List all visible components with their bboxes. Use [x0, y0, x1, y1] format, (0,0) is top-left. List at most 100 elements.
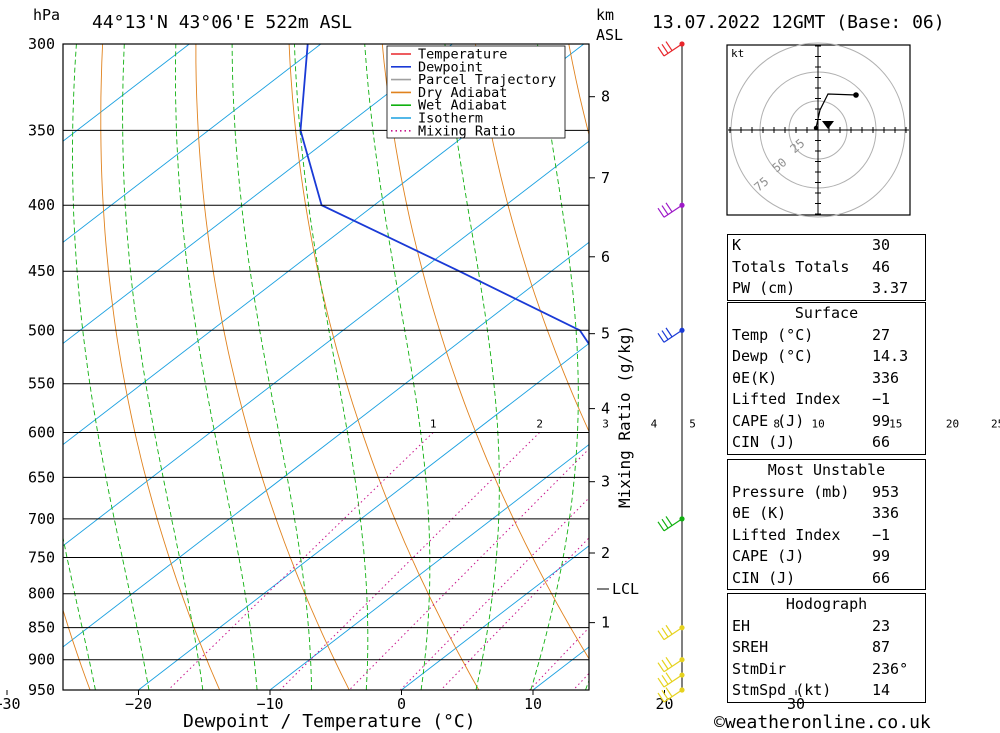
wind-barb — [657, 202, 685, 218]
mixing-ratio-labels: 1 2 3 4 5 8 10 15 20 25 — [430, 417, 1000, 430]
mixing-ratio-label: 4 — [651, 417, 658, 430]
wet-adiabat-line — [294, 44, 369, 690]
mixing-ratio-line — [440, 537, 589, 690]
hodograph-trace — [815, 93, 857, 129]
wind-barb — [657, 327, 685, 343]
legend-box — [386, 45, 566, 139]
pressure-unit-label: hPa — [33, 6, 60, 24]
pressure-tick-label: 850 — [28, 619, 55, 637]
dry-adiabat-line — [475, 44, 589, 433]
mixing-ratio-label: 3 — [602, 417, 609, 430]
legend-entry: Isotherm — [418, 111, 483, 127]
mu-theta-row: θE (K) 336 — [732, 504, 900, 522]
dry-adiabat-line — [942, 44, 1000, 690]
isotherm-line — [401, 545, 589, 690]
wind-barb — [657, 516, 685, 532]
isotherm-line — [63, 44, 453, 345]
most-unstable-panel: Most Unstable Pressure (mb) 953 θE (K) 336… — [727, 459, 926, 590]
dry-adiabat-line — [381, 44, 589, 660]
pressure-tick-label: 350 — [28, 121, 55, 139]
isotherm-line — [63, 140, 589, 547]
surface-lifted-index-row: Lifted Index −1 — [732, 390, 891, 408]
pressure-tick-labels: 300 350 400 450 500 550 600 650 700 750 800 850 900 9… — [28, 35, 55, 699]
plot-frame — [62, 43, 590, 691]
km-tick-label: 5 — [601, 325, 610, 343]
wet-adiabat-line — [175, 44, 258, 690]
temperature-tick-label: 20 — [655, 695, 673, 713]
legend-entry: Dewpoint — [418, 59, 483, 75]
mixing-ratio-label: 10 — [812, 417, 825, 430]
legend-entry: Wet Adiabat — [418, 98, 507, 114]
mu-lifted-index-row: Lifted Index −1 — [732, 525, 891, 544]
temperature-tick-label: −20 — [125, 695, 152, 713]
mixing-ratio-line — [348, 448, 589, 690]
wet-adiabat-line — [530, 44, 579, 690]
wind-barb — [657, 41, 685, 57]
isotherm-line — [269, 444, 589, 690]
pressure-tick-label: 950 — [28, 681, 55, 699]
wet-adiabat-line — [72, 44, 150, 690]
wind-barbs — [657, 41, 685, 703]
legend-entry: Dry Adiabat — [418, 85, 507, 101]
dry-adiabat-line — [288, 44, 480, 690]
legend-entry: Parcel Trajectory — [418, 72, 556, 88]
mixing-ratio-label: 20 — [946, 417, 959, 430]
wet-adiabat-line — [444, 44, 500, 690]
pressure-tick-label: 800 — [28, 585, 55, 603]
km-tick-label: 1 — [601, 614, 610, 632]
wet-adiabat-line — [364, 44, 431, 690]
mixing-ratio-line — [279, 432, 540, 690]
mixing-ratio-label: 2 — [536, 417, 543, 430]
hodograph-stats-title: Hodograph — [785, 595, 868, 613]
pressure-tick-label: 300 — [28, 35, 55, 53]
km-tick-label: 4 — [601, 400, 610, 418]
surface-cape-row: CAPE (J) 99 — [732, 411, 891, 430]
storm-direction-row: StmDir 236° — [732, 659, 909, 678]
km-unit-label: km — [596, 6, 614, 24]
sounding-series — [299, 44, 589, 690]
mixing-ratio-label: 15 — [889, 417, 902, 430]
asl-unit-label: ASL — [596, 26, 623, 44]
dry-adiabat-line — [100, 44, 221, 690]
surface-title: Surface — [794, 304, 859, 322]
wind-barb — [657, 624, 685, 641]
hodograph-stats-panel: Hodograph EH 23 SREH 87 StmDir 236° StmSpd … — [727, 593, 926, 703]
legend-entry: Mixing Ratio — [418, 123, 516, 139]
isotherm-line — [63, 44, 585, 446]
mu-cin-row: CIN (J) 66 — [732, 568, 891, 587]
wind-barb — [657, 672, 685, 688]
pressure-tick-label: 450 — [28, 262, 55, 280]
temperature-tick-label: 0 — [397, 695, 406, 713]
isotherm-line — [63, 241, 589, 648]
hodograph-unit: kt — [731, 47, 744, 60]
mixing-ratio-label: 25 — [991, 417, 1000, 430]
dewpoint-line — [299, 44, 589, 690]
x-axis-label: Dewpoint / Temperature (°C) — [183, 711, 476, 732]
dry-adiabat-line — [195, 44, 350, 690]
mixing-ratio-label: 8 — [773, 417, 780, 430]
km-tick-label: 3 — [601, 473, 610, 491]
surface-temp-row: Temp (°C) 27 — [732, 325, 891, 344]
pressure-tick-label: 500 — [28, 321, 55, 339]
temperature-tick-label: −10 — [256, 695, 283, 713]
km-tick-label: 7 — [601, 169, 610, 187]
mixing-ratio-label: 1 — [430, 417, 437, 430]
isotherm-line — [138, 342, 589, 690]
eh-row: EH 23 — [732, 616, 891, 635]
k-index-row: K 30 — [732, 236, 891, 254]
temperature-tick-label: 10 — [524, 695, 542, 713]
sreh-row: SREH 87 — [732, 638, 891, 656]
surface-cin-row: CIN (J) 66 — [732, 433, 891, 451]
km-tick-label: 8 — [601, 88, 610, 106]
hodograph-end-point — [853, 92, 859, 98]
mu-cape-row: CAPE (J) 99 — [732, 547, 891, 565]
km-tick-label: 2 — [601, 544, 610, 562]
wet-adiabat-line — [231, 44, 313, 690]
pressure-tick-label: 650 — [28, 468, 55, 486]
wind-barb — [657, 656, 685, 673]
wet-adiabat-line — [122, 44, 204, 690]
surface-dewp-row: Dewp (°C) 14.3 — [732, 347, 909, 365]
hodograph-start-point — [813, 125, 819, 131]
